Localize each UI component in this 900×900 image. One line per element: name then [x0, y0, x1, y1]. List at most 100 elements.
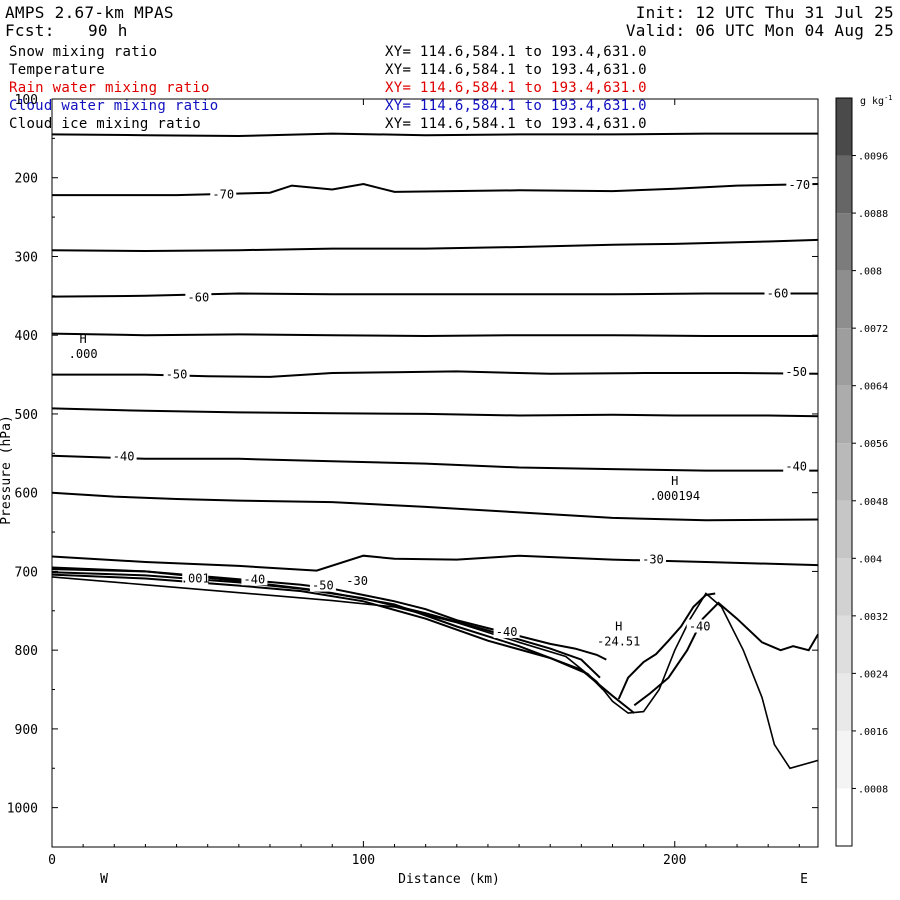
colorbar-tick-label: .0056 — [858, 439, 888, 450]
colorbar-segment — [836, 328, 852, 386]
contour-line — [51, 332, 818, 338]
colorbar-segment — [836, 270, 852, 329]
colorbar-unit: g kg-1 — [860, 94, 893, 107]
colorbar-tick-label: .0024 — [858, 669, 888, 680]
colorbar-segment — [836, 615, 852, 674]
y-tick-label: 100 — [15, 93, 38, 108]
field-xy-cloud-ice: XY= 114.6,584.1 to 193.4,631.0 — [385, 116, 647, 132]
x-tick-label: 200 — [663, 853, 686, 868]
forecast-label: Fcst: — [5, 21, 55, 40]
plot-axes: 100 200 300 400 500 600 700 800 900 1000 0 100 200 — [7, 93, 819, 868]
colorbar-tick-label: .0016 — [858, 727, 888, 738]
field-xy-cloud-water: XY= 114.6,584.1 to 193.4,631.0 — [385, 98, 647, 114]
contour-labels: -70 -70 -60 -60 -50 -50 -40 -40 -30 -40 -50 -30 -40 -… — [69, 177, 813, 648]
contour-line — [52, 182, 819, 197]
contour-line — [633, 601, 819, 707]
y-tick-label: 900 — [15, 723, 38, 738]
west-label: W — [100, 872, 108, 887]
colorbar-tick-label: .0096 — [858, 152, 888, 163]
colorbar-segment — [836, 673, 852, 731]
colorbar: .0096 .0088 .008 .0072 .0064 .0056 .0048 .004 .0… — [835, 97, 888, 847]
init-time: Init: 12 UTC Thu 31 Jul 25 — [635, 3, 894, 22]
colorbar-segment — [836, 730, 852, 789]
contour-label: -40 — [244, 572, 266, 586]
x-tick-label: 100 — [352, 853, 375, 868]
contour-line — [51, 554, 819, 572]
colorbar-tick-label: .0048 — [858, 497, 888, 508]
contour-label: .001 — [181, 572, 210, 586]
y-tick-label: 500 — [15, 408, 38, 423]
y-tick-label: 800 — [15, 644, 38, 659]
y-tick-label: 200 — [15, 172, 38, 187]
y-tick-label: 400 — [15, 329, 38, 344]
extremum-value: -24.51 — [597, 634, 640, 648]
y-tick-label: 300 — [15, 250, 38, 265]
contour-line — [51, 132, 818, 138]
x-tick-label: 0 — [48, 853, 56, 868]
model-title: AMPS 2.67-km MPAS — [5, 3, 174, 22]
colorbar-tick-label: .0064 — [858, 382, 888, 393]
colorbar-segment — [836, 500, 852, 559]
contour-label-bg — [241, 572, 268, 586]
plot-frame — [51, 98, 819, 848]
field-name-cloud-ice: Cloud ice mixing ratio — [9, 116, 202, 132]
contour-label-bg — [110, 449, 137, 463]
field-xy-snow: XY= 114.6,584.1 to 193.4,631.0 — [385, 44, 647, 60]
contour-label-bg — [639, 552, 666, 566]
forecast-hour: 90 h — [88, 21, 128, 40]
extremum-mark: H — [671, 474, 678, 488]
contour-label-bg — [185, 290, 212, 304]
colorbar-segment — [836, 385, 852, 444]
field-xy-rain: XY= 114.6,584.1 to 193.4,631.0 — [385, 80, 647, 96]
colorbar-tick-label: .004 — [858, 554, 882, 565]
contour-label-bg — [344, 573, 371, 587]
contour-label-bg — [783, 365, 810, 379]
contour-label: -30 — [642, 553, 664, 567]
field-xy-temperature: XY= 114.6,584.1 to 193.4,631.0 — [385, 62, 647, 78]
field-name-rain: Rain water mixing ratio — [9, 80, 210, 96]
contour-line — [51, 491, 819, 522]
contour-line — [51, 566, 635, 714]
valid-time: Valid: 06 UTC Mon 04 Aug 25 — [625, 21, 894, 40]
colorbar-tick-label: .008 — [858, 267, 882, 278]
temperature-contours — [51, 132, 819, 770]
contour-label: -40 — [785, 460, 807, 474]
y-tick-label: 600 — [15, 487, 38, 502]
contour-label: -60 — [188, 290, 210, 304]
contour-line — [51, 407, 819, 418]
colorbar-segment — [836, 788, 852, 846]
colorbar-frame — [835, 97, 853, 847]
east-label: E — [800, 872, 808, 887]
field-name-cloud-water: Cloud water mixing ratio — [9, 98, 219, 114]
terrain-line — [51, 576, 819, 770]
contour-label: -70 — [212, 187, 234, 201]
contour-label: -60 — [767, 286, 789, 300]
colorbar-tick-label: .0032 — [858, 612, 888, 623]
contour-label-bg — [210, 187, 237, 201]
colorbar-tick-label: .0008 — [858, 784, 888, 795]
contour-label: -40 — [113, 449, 135, 463]
colorbar-tick-label: .0072 — [858, 324, 888, 335]
contour-label: -50 — [312, 579, 334, 593]
colorbar-segment — [836, 213, 852, 271]
contour-label-bg — [764, 286, 791, 300]
field-name-temperature: Temperature — [9, 62, 106, 78]
extremum-mark: H — [80, 332, 87, 346]
contour-line — [617, 592, 716, 700]
contour-label-bg — [783, 459, 810, 473]
y-tick-label: 700 — [15, 565, 38, 580]
extremum-mark: H — [615, 619, 622, 633]
colorbar-tick-label: .0088 — [858, 209, 888, 220]
contour-label: -70 — [788, 178, 810, 192]
contour-label-bg — [786, 177, 813, 191]
contour-label: -40 — [496, 625, 518, 639]
contour-label: -50 — [785, 365, 807, 379]
colorbar-segment — [836, 443, 852, 501]
contour-line — [51, 454, 818, 472]
contour-label-bg — [493, 625, 520, 639]
extremum-value: .000194 — [649, 489, 700, 503]
extremum-value: .000 — [69, 347, 98, 361]
contour-label: -50 — [166, 368, 188, 382]
contour-label: -30 — [346, 574, 368, 588]
contour-label-bg — [163, 367, 190, 381]
